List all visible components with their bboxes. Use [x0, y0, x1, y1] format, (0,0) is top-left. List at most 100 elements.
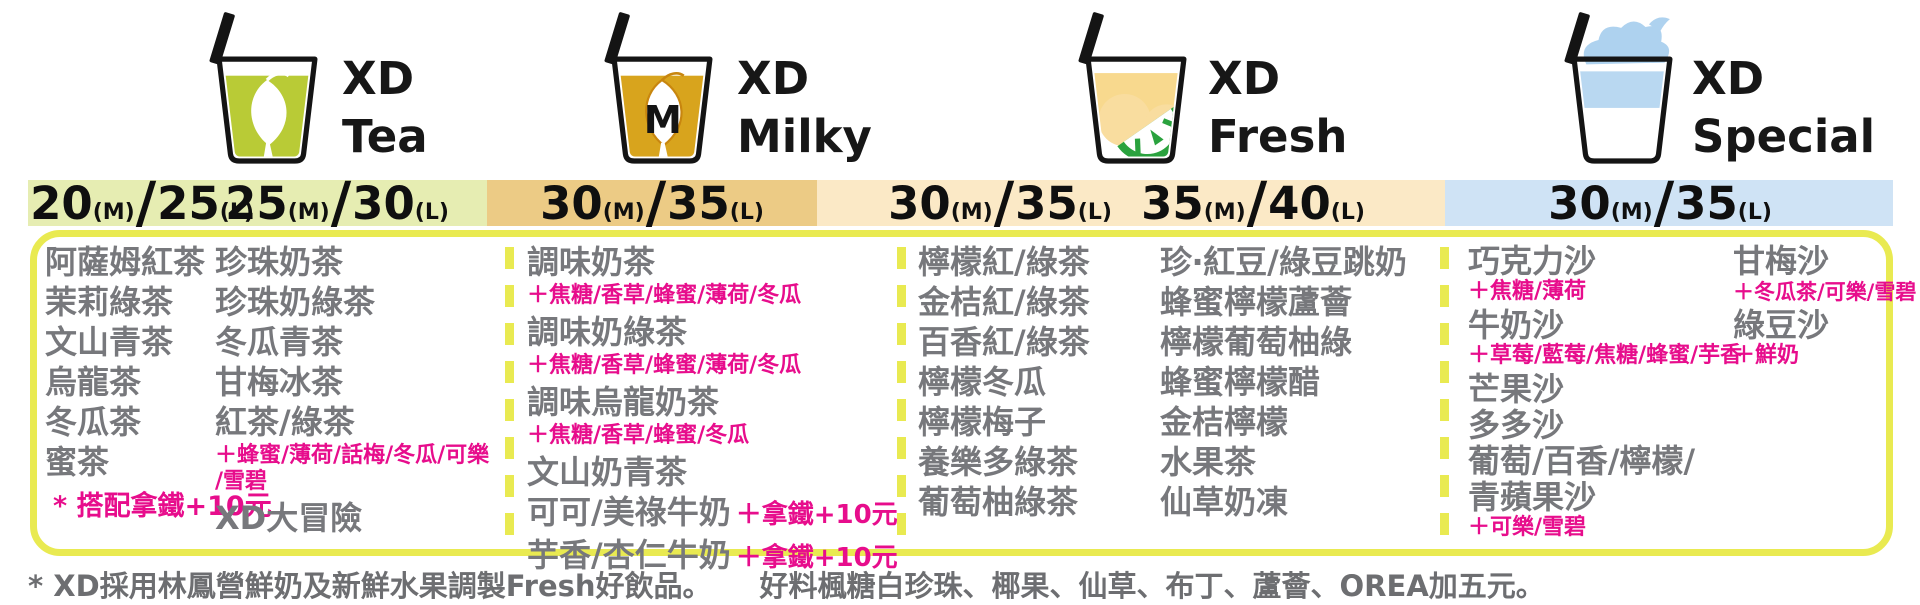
drink-item: 冬瓜青茶 [215, 323, 344, 361]
addon-note: ＋可樂/雪碧 [1468, 515, 1587, 540]
footer-note-fresh-milk: * XD採用林鳳營鮮奶及新鮮水果調製Fresh好飲品。 [28, 569, 712, 603]
drink-item: 調味烏龍奶茶 [527, 383, 720, 421]
addon-note: ＋焦糖/香草/蜂蜜/薄荷/冬瓜 [527, 283, 802, 308]
section-divider [897, 247, 906, 539]
category-label-tea: XD Tea [342, 50, 428, 166]
fresh-column-1: 檸檬紅/綠茶 金桔紅/綠茶 百香紅/綠茶 檸檬冬瓜 檸檬梅子 養樂多綠茶 葡萄柚… [918, 243, 1090, 523]
category-label-special: XD Special [1692, 50, 1875, 166]
drink-item: 檸檬葡萄柚綠 [1160, 323, 1353, 361]
special-column-1: 巧克力沙 ＋焦糖/薄荷 牛奶沙 ＋草莓/藍莓/焦糖/蜂蜜/芋香 芒果沙 多多沙 … [1468, 243, 1742, 543]
price-band-tea: 20 (M)/25 (L) 25 (M)/30 (L) [28, 171, 487, 236]
footer-note-toppings: 好料楓糖白珍珠、椰果、仙草、布丁、蘆薈、OREA加五元。 [759, 569, 1545, 603]
drink-item: 青蘋果沙 [1468, 478, 1597, 516]
price-label: 20 (M)/25 (L) [30, 171, 254, 236]
category-label-milky: XD Milky [737, 50, 872, 166]
drink-item: 養樂多綠茶 [918, 443, 1079, 481]
drink-item: 文山青茶 [45, 323, 174, 361]
drink-item: 蜂蜜檸檬蘆薈 [1160, 283, 1353, 321]
straw-icon [1564, 12, 1590, 65]
fresh-cup-icon [1078, 12, 1187, 164]
addon-note: ＋焦糖/香草/蜂蜜/薄荷/冬瓜 [527, 353, 802, 378]
price-label: 30 (M)/35 (L) [1548, 171, 1772, 236]
drink-item: 珍‧紅豆/綠豆跳奶 [1160, 243, 1407, 281]
drink-item: 多多沙 [1468, 406, 1565, 444]
milky-cup-icon: M [604, 12, 713, 164]
drink-item: 葡萄/百香/檸檬/ [1468, 442, 1696, 480]
drink-item: 調味奶綠茶 [527, 313, 688, 351]
category-label-fresh: XD Fresh [1208, 50, 1347, 166]
drink-item: 牛奶沙 [1468, 306, 1565, 344]
drink-item: 冬瓜茶 [45, 403, 142, 441]
price-label: 30 (M)/35 (L) [888, 171, 1112, 236]
drink-item: 文山奶青茶 [527, 453, 688, 491]
special-cup-icon [1564, 12, 1673, 164]
price-label: 25 (M)/30 (L) [225, 171, 449, 236]
drink-item: 甘梅冰茶 [215, 363, 344, 401]
drink-item: 阿薩姆紅茶 [45, 243, 206, 281]
drink-item: 蜂蜜檸檬醋 [1160, 363, 1321, 401]
drink-item: 水果茶 [1160, 443, 1257, 481]
straw-icon [209, 12, 235, 65]
addon-note: * 搭配拿鐵+10元 [53, 491, 272, 522]
section-divider [1440, 247, 1449, 539]
tea-column-2: 珍珠奶茶 珍珠奶綠茶 冬瓜青茶 甘梅冰茶 紅茶/綠茶 ＋蜂蜜/薄荷/話梅/冬瓜/… [215, 243, 489, 539]
addon-note: ＋草莓/藍莓/焦糖/蜂蜜/芋香 [1468, 343, 1743, 368]
drink-item: XD大冒險 [215, 499, 363, 537]
drink-item: 珍珠奶茶 [215, 243, 344, 281]
category-name: Milky [737, 110, 872, 163]
category-name: Fresh [1208, 110, 1348, 163]
brand-text: XD [1208, 52, 1281, 105]
drink-item: 蜜茶 [45, 443, 110, 481]
addon-note: ＋焦糖/香草/蜂蜜/冬瓜 [527, 423, 750, 448]
price-band-fresh: 30 (M)/35 (L) 35 (M)/40 (L) [817, 171, 1445, 236]
drink-item: 金桔紅/綠茶 [918, 283, 1090, 321]
fresh-column-2: 珍‧紅豆/綠豆跳奶 蜂蜜檸檬蘆薈 檸檬葡萄柚綠 蜂蜜檸檬醋 金桔檸檬 水果茶 仙… [1160, 243, 1407, 523]
menu-box [30, 230, 1893, 556]
price-band-special: 30 (M)/35 (L) [1445, 171, 1893, 236]
drink-item: 可可/美祿牛奶 ＋拿鐵+10元 [527, 493, 898, 531]
drink-item: 調味奶茶 [527, 243, 656, 281]
foam-icon [1648, 17, 1670, 32]
price-label: 30 (M)/35 (L) [540, 171, 764, 236]
brand-text: XD [737, 52, 810, 105]
addon-note: /雪碧 [215, 469, 268, 494]
drink-item: 仙草奶凍 [1160, 483, 1289, 521]
straw-icon [604, 12, 630, 65]
addon-note: ＋拿鐵+10元 [735, 500, 898, 530]
drink-item: 檸檬梅子 [918, 403, 1047, 441]
milky-leaf-letter: M [644, 98, 682, 143]
tea-cup-icon [209, 12, 318, 164]
foam-icon [1583, 21, 1670, 65]
tea-column-1: 阿薩姆紅茶 茉莉綠茶 文山青茶 烏龍茶 冬瓜茶 蜜茶 * 搭配拿鐵+10元 [45, 243, 272, 527]
drink-item: 甘梅沙 [1733, 242, 1830, 280]
drink-item: 金桔檸檬 [1160, 403, 1289, 441]
price-band-milky: 30 (M)/35 (L) [487, 171, 817, 236]
drink-item: 芒果沙 [1468, 370, 1565, 408]
drink-item: 珍珠奶綠茶 [215, 283, 376, 321]
drink-item: 巧克力沙 [1468, 242, 1597, 280]
milky-column: 調味奶茶 ＋焦糖/香草/蜂蜜/薄荷/冬瓜 調味奶綠茶 ＋焦糖/香草/蜂蜜/薄荷/… [527, 243, 898, 579]
special-column-2: 甘梅沙 ＋冬瓜茶/可樂/雪碧 綠豆沙 ＋鮮奶 [1733, 243, 1916, 371]
addon-note: ＋鮮奶 [1733, 343, 1800, 368]
price-label: 35 (M)/40 (L) [1141, 171, 1365, 236]
drink-item: 綠豆沙 [1733, 306, 1830, 344]
drink-item: 紅茶/綠茶 [215, 403, 355, 441]
drink-item: 茉莉綠茶 [45, 283, 174, 321]
brand-text: XD [342, 52, 415, 105]
drink-item: 葡萄柚綠茶 [918, 483, 1079, 521]
addon-note: ＋拿鐵+10元 [735, 543, 898, 573]
footer: * XD採用林鳳營鮮奶及新鮮水果調製Fresh好飲品。 好料楓糖白珍珠、椰果、仙… [28, 563, 1545, 605]
drink-item: 檸檬紅/綠茶 [918, 243, 1090, 281]
addon-note: ＋冬瓜茶/可樂/雪碧 [1733, 280, 1917, 304]
drink-item: 烏龍茶 [45, 363, 142, 401]
section-divider [505, 247, 514, 539]
addon-note: ＋焦糖/薄荷 [1468, 279, 1587, 304]
straw-icon [1078, 12, 1104, 65]
addon-note: ＋蜂蜜/薄荷/話梅/冬瓜/可樂 [215, 443, 490, 468]
category-name: Tea [342, 110, 428, 163]
drink-item: 百香紅/綠茶 [918, 323, 1090, 361]
drink-item: 芋香/杏仁牛奶 ＋拿鐵+10元 [527, 536, 898, 574]
brand-text: XD [1692, 52, 1765, 105]
drink-item: 檸檬冬瓜 [918, 363, 1047, 401]
category-name: Special [1692, 110, 1876, 163]
